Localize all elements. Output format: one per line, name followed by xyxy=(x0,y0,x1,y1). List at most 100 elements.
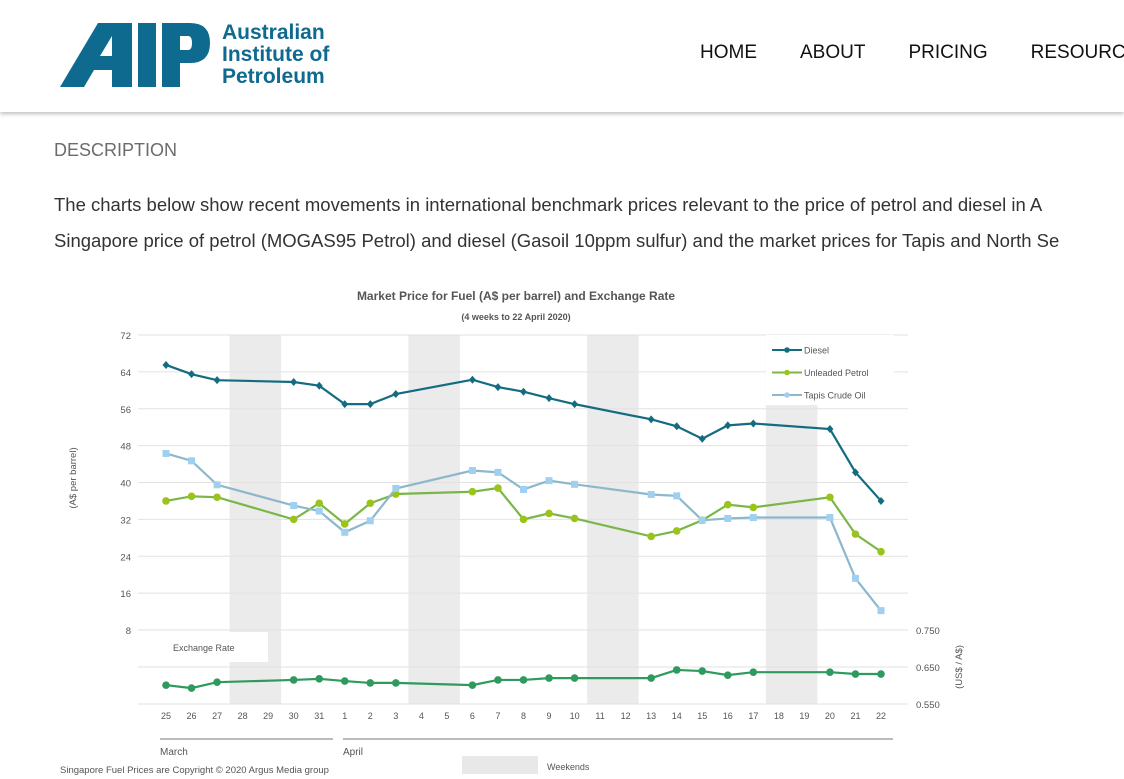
data-point xyxy=(570,514,579,523)
data-point xyxy=(826,668,834,676)
month-label-march: March xyxy=(160,747,188,758)
data-point xyxy=(366,400,374,409)
logo-line: Petroleum xyxy=(222,65,325,88)
data-point xyxy=(366,679,375,687)
x-tick-label: 19 xyxy=(799,711,809,721)
data-point xyxy=(290,502,298,510)
x-tick-label: 21 xyxy=(850,711,860,721)
y2-tick-label: 0.750 xyxy=(916,626,940,637)
y-axis-label: (A$ per barrel) xyxy=(68,447,79,508)
data-point xyxy=(545,509,553,518)
data-point xyxy=(723,671,732,679)
exchange-label-box xyxy=(163,632,268,662)
data-point xyxy=(647,674,655,682)
data-point xyxy=(877,607,885,615)
x-tick-label: 17 xyxy=(748,711,758,721)
data-point xyxy=(290,378,298,387)
data-point xyxy=(187,492,196,501)
data-point xyxy=(698,516,706,524)
x-tick-label: 10 xyxy=(570,711,580,721)
data-point xyxy=(187,684,196,692)
x-tick-label: 11 xyxy=(595,711,604,721)
data-point xyxy=(826,514,834,522)
nav-pricing[interactable]: PRICING xyxy=(908,42,988,63)
data-point xyxy=(723,500,732,509)
y-tick-label: 72 xyxy=(120,331,131,342)
data-point xyxy=(877,670,885,678)
data-point xyxy=(162,360,170,369)
data-point xyxy=(545,477,553,485)
data-point xyxy=(851,670,860,678)
legend-label: Unleaded Petrol xyxy=(804,368,869,378)
data-point xyxy=(315,381,323,390)
data-point xyxy=(162,681,170,689)
x-tick-label: 7 xyxy=(495,711,500,721)
data-point xyxy=(289,515,298,524)
x-tick-label: 25 xyxy=(161,711,171,721)
data-point xyxy=(213,678,221,686)
data-point xyxy=(672,666,681,674)
legend-marker xyxy=(784,392,790,398)
data-point xyxy=(749,503,758,512)
y2-tick-label: 0.550 xyxy=(916,700,940,711)
data-point xyxy=(851,530,860,538)
x-tick-label: 18 xyxy=(774,711,784,721)
data-point xyxy=(519,515,528,524)
data-point xyxy=(647,532,655,541)
data-point xyxy=(188,370,196,379)
description-text: The charts below show recent movements i… xyxy=(54,187,1124,259)
legend-marker xyxy=(784,369,790,376)
x-tick-label: 22 xyxy=(876,711,886,721)
data-point xyxy=(571,480,579,488)
data-point xyxy=(570,674,579,682)
data-point xyxy=(494,484,502,492)
legend-marker xyxy=(784,347,790,353)
data-point xyxy=(673,492,681,500)
x-tick-label: 29 xyxy=(263,711,273,721)
data-point xyxy=(672,527,681,535)
data-point xyxy=(289,676,298,684)
data-point xyxy=(749,419,757,428)
x-tick-label: 6 xyxy=(470,711,475,721)
data-point xyxy=(162,449,170,457)
x-tick-label: 28 xyxy=(238,711,248,721)
x-tick-label: 3 xyxy=(393,711,398,721)
nav-resources[interactable]: RESOURCES xyxy=(1030,42,1124,63)
legend-label: Tapis Crude Oil xyxy=(804,391,866,401)
month-label-april: April xyxy=(343,747,363,758)
x-tick-label: 31 xyxy=(314,711,324,721)
data-point xyxy=(494,676,502,684)
data-point xyxy=(545,674,553,682)
x-tick-label: 4 xyxy=(419,711,424,721)
logo-line: Institute of xyxy=(222,43,330,66)
nav-home[interactable]: HOME xyxy=(700,42,757,63)
data-point xyxy=(877,547,885,556)
x-tick-label: 13 xyxy=(646,711,656,721)
aip-logo-mark xyxy=(60,23,210,87)
data-point xyxy=(724,514,732,522)
exchange-rate-label: Exchange Rate xyxy=(173,643,235,653)
data-point xyxy=(851,468,859,477)
data-point xyxy=(647,490,655,498)
weekend-legend-label: Weekends xyxy=(547,762,590,772)
data-point xyxy=(213,493,221,502)
data-point xyxy=(520,387,527,396)
description-heading: DESCRIPTION xyxy=(54,140,178,160)
nav-about[interactable]: ABOUT xyxy=(800,42,866,63)
y-tick-label: 56 xyxy=(120,405,131,416)
data-point xyxy=(315,675,324,683)
y-tick-label: 32 xyxy=(120,515,131,526)
data-point xyxy=(366,517,374,525)
main-nav: HOME ABOUT PRICING RESOURCES xyxy=(700,42,1124,64)
data-point xyxy=(315,507,323,515)
site-header: Australian Institute of Petroleum HOME A… xyxy=(0,0,1124,112)
data-point xyxy=(494,383,502,392)
y-tick-label: 64 xyxy=(120,368,131,379)
logo-text: Australian Institute of Petroleum xyxy=(222,22,329,88)
data-point xyxy=(468,487,477,496)
chart-subtitle: (4 weeks to 22 April 2020) xyxy=(461,312,570,322)
aip-logo[interactable]: Australian Institute of Petroleum xyxy=(60,20,329,90)
x-tick-label: 30 xyxy=(289,711,299,721)
description-line: Singapore price of petrol (MOGAS95 Petro… xyxy=(54,230,1060,251)
y2-axis-label: (US$ / A$) xyxy=(954,645,965,689)
